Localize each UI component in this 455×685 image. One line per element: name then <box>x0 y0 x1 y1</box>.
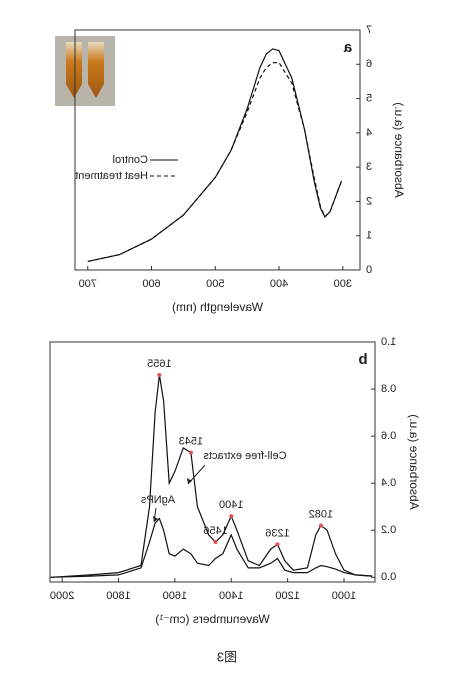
series-label: AgNPs <box>140 494 175 506</box>
x-tick-label: 700 <box>79 278 97 290</box>
series-label: Cell-free extracts <box>203 450 287 462</box>
y-axis-title: Absorbance (a.u.) <box>407 414 421 509</box>
series-line <box>50 517 373 578</box>
x-axis-title: Wavelength (nm) <box>172 300 263 314</box>
x-tick-label: 1800 <box>106 590 130 602</box>
x-tick-label: 2000 <box>50 590 74 602</box>
y-tick-label: 1.0 <box>381 336 396 348</box>
arrow-head <box>153 516 158 522</box>
peak-marker <box>157 372 162 377</box>
peak-marker <box>275 542 280 547</box>
inset-photo <box>55 36 115 106</box>
x-tick-label: 1400 <box>219 590 243 602</box>
y-tick-label: 2 <box>366 195 372 207</box>
plot-frame <box>74 29 361 271</box>
legend-label: Heat treatment <box>75 170 148 182</box>
panel-label: a <box>343 39 352 56</box>
x-tick-label: 1200 <box>275 590 299 602</box>
series-line <box>50 374 373 578</box>
plot-frame <box>49 341 376 583</box>
y-tick-label: 0.8 <box>381 383 396 395</box>
peak-label: 1456 <box>203 525 227 537</box>
peak-label: 1655 <box>147 358 171 370</box>
y-tick-label: 0 <box>366 264 372 276</box>
x-tick-label: 500 <box>206 278 224 290</box>
y-tick-label: 7 <box>366 24 372 36</box>
y-tick-label: 0.0 <box>381 571 396 583</box>
y-tick-label: 3 <box>366 161 372 173</box>
x-tick-label: 600 <box>142 278 160 290</box>
y-axis-title: Absorbance (a.u.) <box>392 102 406 197</box>
y-tick-label: 0.4 <box>381 477 396 489</box>
peak-marker <box>188 450 193 455</box>
peak-marker <box>229 514 234 519</box>
x-tick-label: 1000 <box>332 590 356 602</box>
panel-label: b <box>358 351 367 368</box>
caption: 图3 <box>217 649 237 664</box>
x-axis-title: Wavenumbers (cm⁻¹) <box>155 612 270 626</box>
y-tick-label: 0.6 <box>381 430 396 442</box>
y-tick-label: 6 <box>366 58 372 70</box>
peak-label: 1082 <box>309 508 333 520</box>
x-tick-label: 300 <box>334 278 352 290</box>
series-line <box>87 62 343 262</box>
x-tick-label: 400 <box>270 278 288 290</box>
peak-marker <box>318 523 323 528</box>
y-tick-label: 4 <box>366 127 372 139</box>
y-tick-label: 0.2 <box>381 524 396 536</box>
arrow-head <box>187 478 192 484</box>
peak-label: 1543 <box>179 435 203 447</box>
peak-marker <box>213 540 218 544</box>
x-tick-label: 1600 <box>163 590 187 602</box>
y-tick-label: 5 <box>366 92 372 104</box>
legend-label: Control <box>113 154 148 166</box>
y-tick-label: 1 <box>366 230 372 242</box>
peak-label: 1400 <box>219 499 243 511</box>
peak-label: 1236 <box>265 527 289 539</box>
